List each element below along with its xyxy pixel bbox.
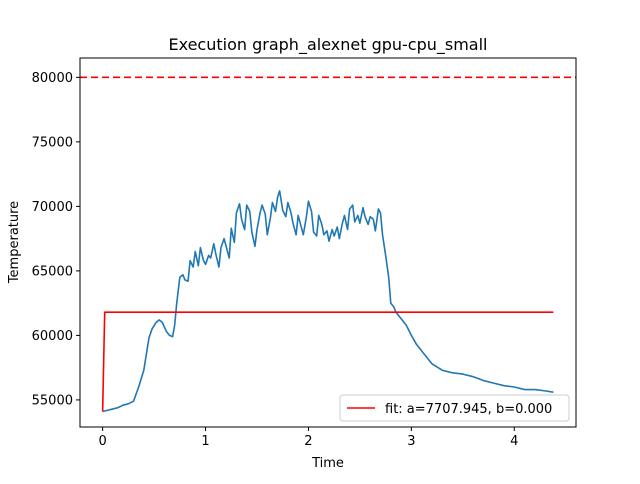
plot-frame — [79, 57, 577, 428]
series-layer — [80, 76, 576, 413]
x-tick-label: 2 — [304, 434, 312, 449]
y-tick-label: 80000 — [32, 71, 73, 86]
x-tick-label: 1 — [201, 434, 209, 449]
y-tick-label: 65000 — [32, 264, 73, 279]
legend: fit: a=7707.945, b=0.000 — [339, 394, 570, 422]
y-tick-label: 70000 — [32, 200, 73, 215]
x-axis-label: Time — [311, 456, 344, 471]
chart-title: Execution graph_alexnet gpu-cpu_small — [169, 35, 488, 55]
y-tick-label: 60000 — [32, 329, 73, 344]
x-tick-label: 3 — [407, 434, 415, 449]
y-axis-label: Temperature — [7, 201, 22, 284]
y-tick-label: 75000 — [32, 135, 73, 150]
series-line-fit — [101, 311, 554, 412]
x-tick-label: 0 — [98, 434, 106, 449]
legend-box — [339, 394, 570, 422]
series-line-temperature — [102, 190, 554, 413]
plot-area — [80, 58, 576, 427]
x-tick-label: 4 — [510, 434, 518, 449]
legend-label-fit: fit: a=7707.945, b=0.000 — [385, 402, 552, 417]
ticks-layer: 0 1 2 3 4 55000 60000 65000 70000 75000 80000 — [32, 71, 519, 449]
y-tick-label: 55000 — [32, 393, 73, 408]
